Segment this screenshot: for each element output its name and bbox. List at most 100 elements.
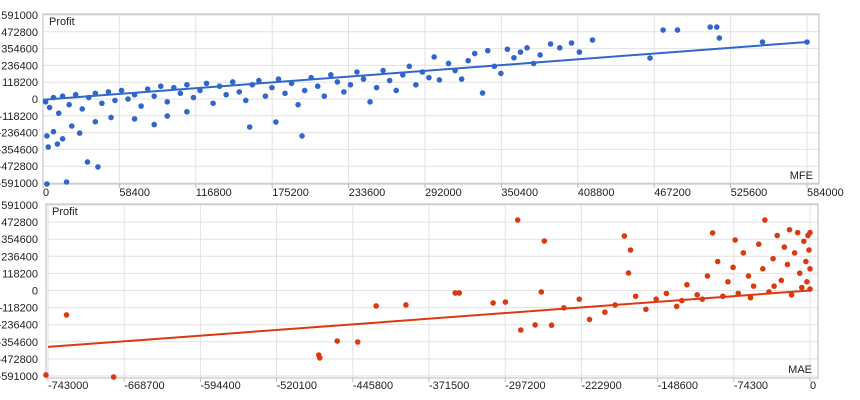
data-point [426, 74, 432, 81]
data-point [262, 93, 269, 99]
data-point [54, 141, 61, 147]
y-tick-label: 0 [32, 286, 38, 298]
y-tick-label: -118200 [0, 111, 38, 123]
data-point [63, 179, 70, 185]
data-point [796, 270, 803, 276]
data-point [246, 124, 253, 130]
data-point [709, 230, 716, 236]
data-point [458, 76, 465, 82]
data-point [393, 87, 400, 94]
data-point [541, 238, 548, 244]
data-point [755, 241, 762, 248]
data-point [403, 302, 409, 308]
data-point [50, 128, 57, 135]
trendline [47, 289, 811, 348]
data-point [511, 54, 517, 61]
y-tick-label: 236400 [1, 60, 38, 72]
data-point [242, 97, 249, 104]
data-point [269, 84, 275, 91]
data-point [131, 116, 138, 122]
data-point [714, 258, 721, 265]
data-point [762, 217, 768, 223]
data-point [502, 299, 509, 305]
y-tick-label: -591000 [0, 178, 38, 190]
data-point [791, 250, 798, 256]
data-point [84, 159, 91, 165]
data-point [794, 229, 801, 236]
data-point [674, 27, 681, 33]
data-point [223, 91, 229, 98]
x-tick-label: -743000 [48, 380, 88, 392]
data-point [46, 104, 53, 111]
data-point [112, 97, 118, 104]
x-tick-label: 116800 [196, 187, 232, 199]
data-point [63, 312, 70, 318]
y-tick-label: -236400 [0, 128, 38, 140]
data-point [373, 84, 380, 91]
data-point [537, 52, 543, 58]
data-point [781, 244, 788, 250]
data-point [110, 374, 117, 380]
x-tick-label: 350400 [501, 187, 538, 199]
data-point [452, 290, 458, 296]
x-tick-label: -74300 [734, 380, 768, 392]
y-tick-label: 591000 [1, 10, 38, 22]
data-point [105, 89, 112, 95]
data-point [740, 250, 747, 256]
y-tick-label: -236400 [0, 320, 38, 332]
x-tick-label: 0 [810, 380, 816, 392]
data-point [108, 114, 114, 121]
y-tick-label: -472800 [0, 354, 38, 366]
data-point [484, 47, 491, 54]
y-tick-label: 236400 [1, 251, 38, 263]
x-tick-label: -297200 [505, 380, 545, 392]
y-tick-label: -472800 [0, 161, 38, 173]
data-point [707, 24, 713, 30]
data-point [770, 255, 776, 262]
data-point [465, 57, 471, 64]
data-point [517, 327, 524, 333]
data-point [190, 94, 197, 101]
data-point [273, 119, 279, 125]
data-point [784, 261, 791, 268]
plot-border [45, 203, 819, 379]
data-point [725, 279, 731, 285]
data-point [197, 87, 203, 94]
x-tick-label: -371500 [429, 380, 469, 392]
data-point [43, 372, 49, 378]
data-point [524, 45, 530, 51]
data-point [801, 238, 807, 245]
data-point [151, 121, 157, 128]
y-tick-label: 472800 [1, 27, 38, 39]
data-point [684, 281, 690, 288]
data-point [354, 339, 361, 345]
x-tick-label: 584000 [807, 187, 844, 199]
x-tick-label: 525600 [731, 187, 768, 199]
x-tick-label: 292000 [425, 187, 462, 199]
data-point [367, 99, 373, 105]
data-point [490, 300, 496, 306]
data-point [456, 290, 463, 296]
data-point [759, 39, 766, 45]
data-point [144, 86, 151, 92]
data-point [236, 89, 243, 95]
data-point [316, 355, 323, 361]
data-point [44, 133, 50, 139]
data-point [621, 233, 628, 239]
data-point [514, 217, 521, 223]
data-point [663, 290, 670, 297]
x-tick-label: 0 [43, 187, 49, 199]
data-point [548, 322, 555, 329]
x-tick-label: -668700 [124, 380, 164, 392]
data-point [125, 96, 131, 102]
data-point [177, 90, 184, 97]
data-point [804, 279, 810, 285]
data-point [314, 83, 321, 90]
data-point [321, 93, 328, 99]
data-point [778, 277, 785, 284]
y-axis-title: Profit [52, 206, 78, 218]
data-point [295, 101, 301, 108]
data-point [164, 99, 171, 105]
data-point [203, 80, 210, 87]
data-point [210, 100, 216, 107]
